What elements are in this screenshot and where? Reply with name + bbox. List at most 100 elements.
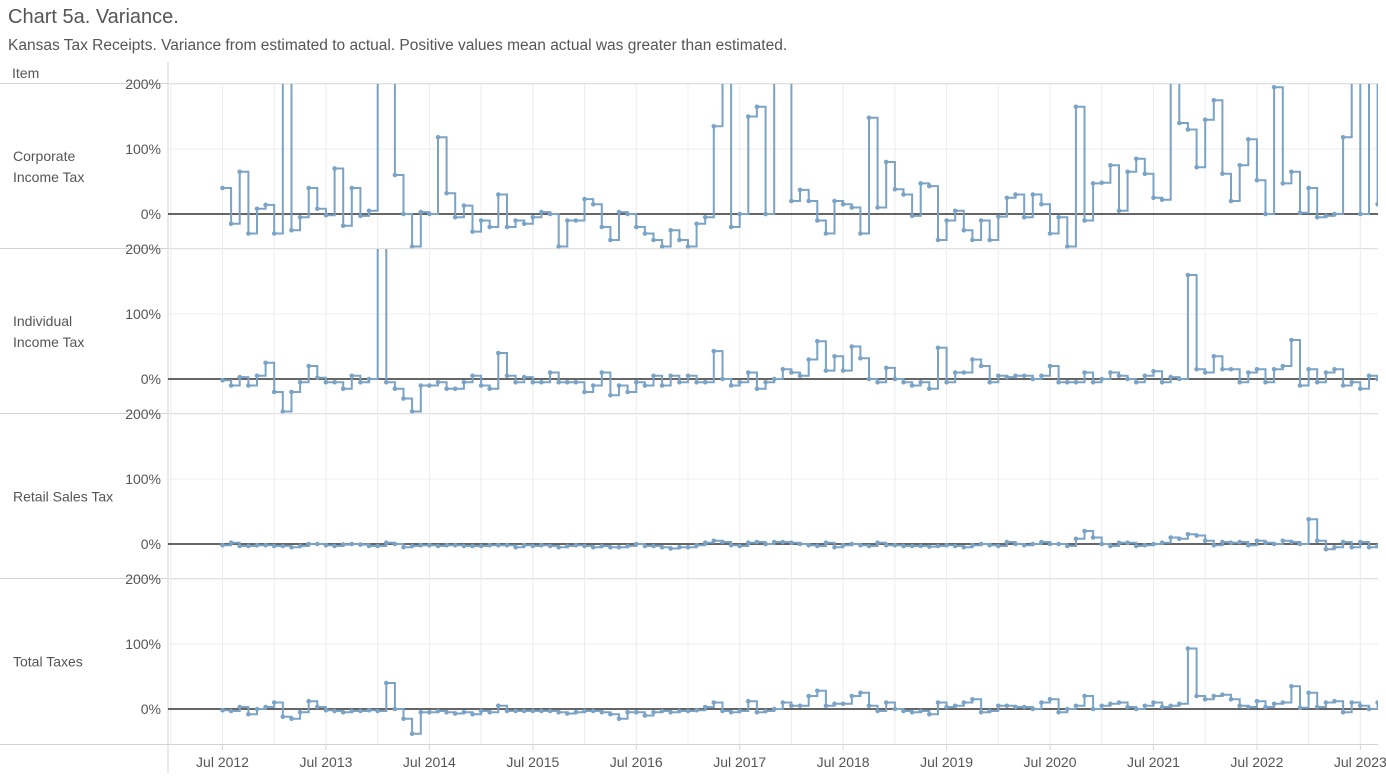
data-point (513, 545, 518, 550)
data-point (1263, 211, 1268, 217)
data-point (323, 213, 329, 218)
data-point (1047, 231, 1053, 236)
data-point (720, 708, 725, 714)
data-point (1220, 171, 1225, 176)
data-point (409, 244, 415, 249)
data-point (1116, 208, 1122, 214)
data-point (685, 708, 691, 714)
data-point (366, 208, 372, 214)
data-point (1366, 373, 1372, 379)
data-point (1142, 703, 1148, 709)
data-point (685, 373, 691, 379)
data-point (263, 360, 268, 366)
data-point (1280, 363, 1286, 369)
data-point (478, 708, 484, 714)
data-point (771, 706, 777, 712)
data-point (608, 237, 613, 243)
data-point (944, 543, 949, 548)
series (220, 517, 1378, 552)
data-point (375, 708, 381, 714)
data-point (1314, 538, 1320, 544)
data-point (487, 224, 493, 230)
data-point (246, 383, 251, 388)
data-point (1013, 541, 1018, 547)
data-point (573, 218, 579, 223)
data-point (823, 231, 829, 236)
panel-label: Corporate (13, 148, 75, 164)
data-point (1246, 704, 1251, 710)
data-point (858, 690, 863, 696)
data-point (599, 224, 605, 230)
data-point (728, 710, 734, 715)
data-point (961, 545, 967, 550)
data-point (1280, 181, 1286, 186)
y-tick-label: 200% (125, 571, 161, 587)
data-point (1133, 706, 1139, 712)
data-point (1289, 337, 1294, 343)
y-tick-label: 100% (125, 306, 161, 322)
data-point (237, 704, 242, 710)
data-point (1065, 380, 1070, 385)
data-point (547, 708, 553, 714)
data-point (340, 386, 346, 392)
data-point (642, 543, 648, 549)
data-point (935, 237, 941, 243)
x-tick-label: Jul 2013 (299, 754, 352, 770)
data-point (978, 218, 984, 223)
data-point (892, 706, 898, 712)
data-point (883, 159, 889, 165)
data-point (651, 373, 656, 379)
data-point (418, 543, 424, 548)
data-point (1323, 213, 1329, 219)
data-point (1185, 272, 1191, 278)
data-point (1246, 370, 1251, 375)
data-point (970, 357, 975, 362)
data-point (487, 710, 493, 715)
data-point (832, 701, 837, 707)
data-point (1159, 704, 1165, 710)
data-point (427, 383, 432, 388)
data-point (1289, 684, 1294, 689)
data-point (452, 215, 458, 220)
data-point (1082, 693, 1087, 699)
data-point (1142, 171, 1148, 176)
data-point (970, 237, 975, 243)
data-point (1151, 368, 1156, 374)
data-point (866, 376, 872, 382)
data-point (444, 710, 449, 715)
data-point (1065, 543, 1070, 549)
data-point (987, 708, 992, 714)
data-point (823, 368, 829, 373)
data-point (323, 708, 329, 713)
data-point (1090, 535, 1096, 540)
data-point (935, 543, 941, 549)
data-point (461, 203, 467, 208)
data-point (1314, 380, 1320, 385)
data-point (685, 244, 691, 249)
data-point (1125, 169, 1130, 175)
data-point (711, 348, 717, 354)
data-point (271, 231, 277, 236)
data-point (634, 380, 639, 385)
data-point (996, 214, 1001, 219)
data-point (565, 218, 570, 223)
data-point (452, 711, 458, 716)
x-tick-label: Jul 2015 (506, 754, 559, 770)
data-point (746, 370, 751, 375)
data-point (789, 370, 794, 375)
data-point (349, 185, 355, 191)
x-tick-label: Jul 2021 (1127, 754, 1180, 770)
data-point (1254, 538, 1260, 544)
data-point (427, 710, 432, 715)
data-point (461, 380, 467, 385)
data-point (858, 543, 863, 548)
data-point (263, 202, 268, 208)
data-point (711, 538, 717, 544)
data-point (1211, 543, 1217, 548)
data-point (418, 383, 424, 388)
data-point (306, 698, 312, 704)
series-line (222, 84, 1378, 248)
data-point (918, 380, 923, 385)
data-point (280, 409, 286, 414)
data-point (297, 380, 303, 385)
